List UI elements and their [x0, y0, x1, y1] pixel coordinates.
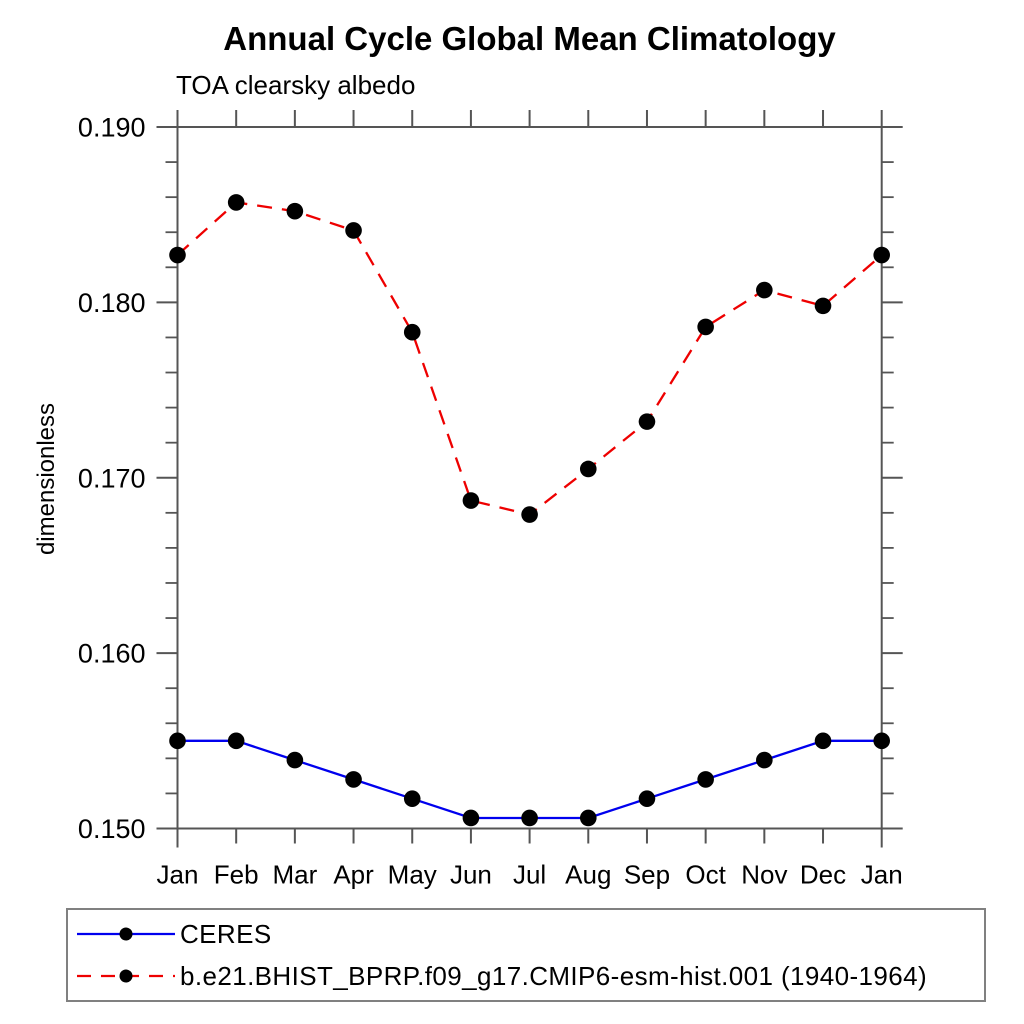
- x-tick-label: Jan: [861, 860, 903, 890]
- model-data-point: [403, 323, 421, 341]
- chart-subtitle: TOA clearsky albedo: [176, 70, 416, 100]
- y-tick-label: 0.190: [78, 113, 146, 143]
- ceres-data-point: [227, 732, 245, 750]
- model-data-point: [814, 297, 832, 315]
- legend-entry-ceres: CERES: [68, 913, 984, 955]
- legend-label-model: b.e21.BHIST_BPRP.f09_g17.CMIP6-esm-hist.…: [180, 960, 928, 991]
- ceres-data-point: [579, 809, 597, 827]
- ceres-data-point: [286, 751, 304, 769]
- y-tick-label: 0.170: [78, 463, 146, 493]
- ceres-data-point: [756, 751, 773, 769]
- model-marker-icon: [119, 969, 133, 983]
- model-data-point: [286, 202, 304, 220]
- ceres-data-point: [462, 809, 480, 827]
- model-data-point: [638, 413, 656, 430]
- legend-box: CERES b.e21.BHIST_BPRP.f09_g17.CMIP6-esm…: [66, 908, 986, 1002]
- y-axis-title: dimensionless: [33, 402, 60, 556]
- model-data-point: [169, 246, 186, 264]
- x-tick-label: Jul: [513, 860, 546, 890]
- model-data-point: [697, 318, 714, 336]
- x-tick-label: May: [388, 860, 437, 890]
- ceres-line-sample: [77, 927, 175, 941]
- x-tick-label: Dec: [800, 860, 846, 890]
- y-tick-label: 0.180: [78, 288, 146, 318]
- model-data-point: [579, 460, 597, 478]
- ceres-data-point: [345, 771, 362, 788]
- ceres-data-point: [638, 790, 656, 807]
- plot-frame: [176, 126, 883, 830]
- model-line-sample: [77, 969, 175, 983]
- ceres-data-point: [873, 732, 890, 750]
- ceres-line: [177, 739, 882, 820]
- ceres-data-point: [169, 732, 186, 750]
- ceres-data-point: [403, 790, 421, 807]
- x-tick-label: Apr: [333, 860, 374, 890]
- x-tick-label: Aug: [565, 860, 611, 890]
- y-tick-label: 0.160: [78, 639, 146, 669]
- ceres-data-point: [521, 809, 538, 827]
- ceres-data-point: [814, 732, 832, 750]
- x-tick-label: Nov: [741, 860, 787, 890]
- legend-entry-model: b.e21.BHIST_BPRP.f09_g17.CMIP6-esm-hist.…: [68, 955, 984, 997]
- x-tick-label: Jan: [157, 860, 199, 890]
- model-line: [176, 201, 883, 516]
- model-data-point: [873, 246, 890, 264]
- x-tick-label: Sep: [624, 860, 670, 890]
- model-data-point: [521, 506, 538, 523]
- legend-label-ceres: CERES: [180, 918, 272, 949]
- model-data-point: [756, 281, 773, 299]
- x-tick-label: Feb: [214, 860, 259, 890]
- chart-title: Annual Cycle Global Mean Climatology: [223, 20, 836, 57]
- x-tick-label: Oct: [685, 860, 726, 890]
- ceres-marker-icon: [119, 927, 133, 941]
- ceres-data-point: [697, 771, 714, 788]
- y-tick-label: 0.150: [78, 814, 146, 844]
- x-tick-label: Mar: [272, 860, 317, 890]
- model-data-point: [345, 222, 362, 239]
- model-data-point: [462, 492, 480, 509]
- model-data-point: [227, 194, 245, 211]
- x-tick-label: Jun: [450, 860, 492, 890]
